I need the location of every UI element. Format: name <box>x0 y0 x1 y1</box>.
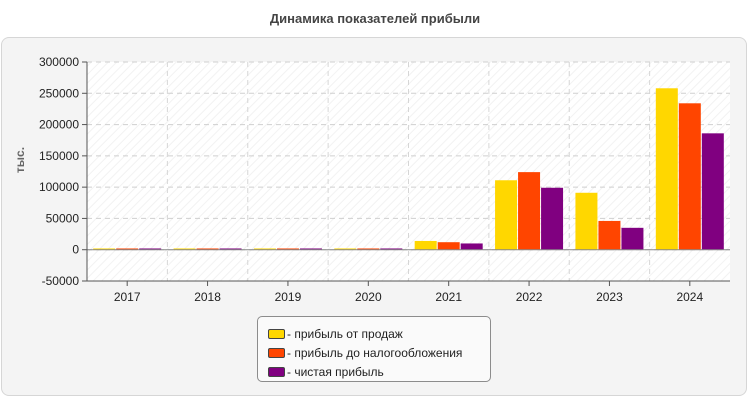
y-tick-label: 150000 <box>39 149 79 163</box>
bar-2017-series-1 <box>93 248 116 250</box>
y-tick-label: -50000 <box>42 274 80 288</box>
legend-swatch-sales-profit <box>268 328 285 339</box>
bar-2020-series-2 <box>357 248 380 250</box>
legend-swatch-net-profit <box>268 366 285 377</box>
y-tick-label: 300000 <box>39 55 79 69</box>
bar-2024-series-2 <box>678 103 701 250</box>
legend-item-sales-profit: - прибыль от продаж <box>268 324 490 343</box>
bar-2018-series-2 <box>196 248 219 250</box>
y-tick-label: 200000 <box>39 118 79 132</box>
legend-label: - прибыль до налогообложения <box>287 345 463 360</box>
x-tick-label: 2021 <box>435 290 462 304</box>
bar-2020-series-1 <box>334 248 357 250</box>
x-tick-label: 2020 <box>355 290 382 304</box>
chart-title: Динамика показателей прибыли <box>269 11 481 26</box>
bar-2021-series-1 <box>414 240 437 250</box>
bar-2024-series-3 <box>701 133 724 250</box>
bar-2022-series-3 <box>541 187 564 250</box>
bars <box>93 88 724 250</box>
bar-2024-series-1 <box>655 88 678 250</box>
y-tick-label: 50000 <box>46 211 80 225</box>
bar-2023-series-3 <box>621 227 644 250</box>
y-tick-label: 100000 <box>39 180 79 194</box>
bar-2022-series-1 <box>495 180 518 250</box>
legend-label: - чистая прибыль <box>287 364 384 379</box>
x-tick-label: 2024 <box>676 290 703 304</box>
legend-swatch-pretax-profit <box>268 347 285 358</box>
legend-item-pretax-profit: - прибыль до налогообложения <box>268 343 490 362</box>
x-tick-label: 2018 <box>194 290 221 304</box>
y-axis-label: тыс. <box>13 147 27 173</box>
bar-2019-series-2 <box>276 248 299 250</box>
bar-2022-series-2 <box>518 172 541 250</box>
x-tick-label: 2017 <box>114 290 141 304</box>
bar-2023-series-1 <box>575 192 598 250</box>
x-tick-label: 2019 <box>275 290 302 304</box>
bar-2021-series-3 <box>460 243 483 250</box>
bar-2023-series-2 <box>598 220 621 250</box>
bar-2021-series-2 <box>437 242 460 250</box>
bar-2018-series-3 <box>219 248 242 250</box>
y-tick-label: 0 <box>72 243 79 257</box>
axes: 300000 250000 200000 150000 100000 50000 0 -500… <box>39 55 730 304</box>
bar-2019-series-3 <box>299 248 322 250</box>
legend-label: - прибыль от продаж <box>287 326 403 341</box>
legend: - прибыль от продаж - прибыль до налогоо… <box>257 316 491 382</box>
legend-item-net-profit: - чистая прибыль <box>268 362 490 381</box>
y-tick-label: 250000 <box>39 86 79 100</box>
bar-2017-series-3 <box>139 248 162 250</box>
bar-2020-series-3 <box>380 248 403 250</box>
bar-2018-series-1 <box>173 248 196 250</box>
x-tick-label: 2022 <box>516 290 543 304</box>
bar-2019-series-1 <box>253 248 276 250</box>
x-tick-label: 2023 <box>596 290 623 304</box>
bar-2017-series-2 <box>116 248 139 250</box>
